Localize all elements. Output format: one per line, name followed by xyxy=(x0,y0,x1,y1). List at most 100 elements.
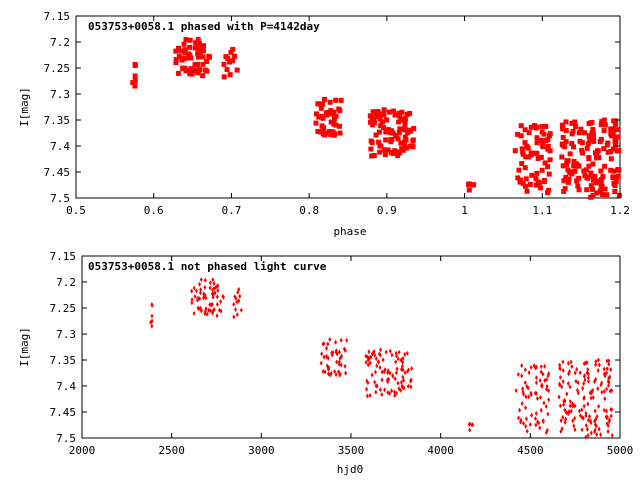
phased-data-point xyxy=(380,111,386,117)
unphased-data-point xyxy=(523,380,527,386)
phased-data-point xyxy=(188,55,194,61)
unphased-data-point xyxy=(325,345,329,351)
unphased-data-point xyxy=(565,391,569,397)
phased-data-point xyxy=(571,144,577,150)
unphased-data-point xyxy=(586,401,590,407)
phased-data-point xyxy=(385,147,391,153)
phased-data-point xyxy=(390,150,396,156)
phased-data-point xyxy=(379,119,385,125)
unphased-data-point xyxy=(367,349,371,355)
unphased-data-point xyxy=(211,310,215,316)
phased-data-point xyxy=(534,140,540,146)
phased-data-point xyxy=(336,106,342,112)
phased-x-tick-label: 0.9 xyxy=(377,204,397,217)
unphased-data-point xyxy=(521,386,525,392)
phased-data-point xyxy=(399,109,405,115)
phased-data-point xyxy=(519,146,525,152)
phased-y-tick-label: 7.3 xyxy=(50,88,70,101)
phased-data-point xyxy=(227,59,233,65)
unphased-x-tick-label: 4000 xyxy=(427,444,454,457)
phased-data-point xyxy=(563,119,569,125)
unphased-data-point xyxy=(364,359,368,365)
unphased-data-point xyxy=(602,366,606,372)
phased-data-point xyxy=(590,126,596,132)
unphased-data-point xyxy=(610,407,614,413)
unphased-data-point xyxy=(603,373,607,379)
phased-data-point xyxy=(408,127,414,133)
unphased-data-point xyxy=(366,362,370,368)
unphased-data-point xyxy=(518,407,522,413)
unphased-data-point xyxy=(534,422,538,428)
unphased-data-point xyxy=(373,352,377,358)
phased-data-point xyxy=(385,127,391,133)
unphased-data-point xyxy=(596,357,600,363)
phased-data-point xyxy=(590,131,596,137)
phased-data-point xyxy=(516,167,522,173)
unphased-data-point xyxy=(339,337,343,343)
unphased-data-point xyxy=(519,417,523,423)
unphased-data-point xyxy=(399,387,403,393)
phased-data-point xyxy=(227,72,233,78)
phased-data-point xyxy=(323,130,329,136)
unphased-data-point xyxy=(587,378,591,384)
phased-x-tick-label: 0.6 xyxy=(144,204,164,217)
phased-data-point xyxy=(605,140,611,146)
unphased-data-point xyxy=(368,392,372,398)
phased-data-point xyxy=(195,54,201,60)
unphased-data-point xyxy=(534,390,538,396)
unphased-data-point xyxy=(385,377,389,383)
unphased-chart: 2000 2500 3000 3500 4000 4500 5000 7.15 7.2 7.25 7… xyxy=(18,250,633,476)
unphased-data-point xyxy=(377,351,381,357)
phased-data-point xyxy=(605,149,611,155)
unphased-data-point xyxy=(374,383,378,389)
unphased-data-point xyxy=(594,359,598,365)
unphased-y-tick-label: 7.45 xyxy=(50,406,77,419)
phased-data-point xyxy=(392,112,398,118)
unphased-data-point xyxy=(150,323,154,329)
unphased-y-tick-label: 7.25 xyxy=(50,302,77,315)
phased-data-point xyxy=(331,119,337,125)
unphased-data-point xyxy=(583,377,587,383)
unphased-data-point xyxy=(395,390,399,396)
unphased-data-point xyxy=(573,370,577,376)
phased-data-point xyxy=(402,134,408,140)
phased-data-point xyxy=(381,107,387,113)
unphased-data-point xyxy=(600,380,604,386)
unphased-data-point xyxy=(150,313,154,319)
phased-data-point xyxy=(523,154,529,160)
phased-data-point xyxy=(578,126,584,132)
phased-data-point xyxy=(197,66,203,72)
unphased-data-point xyxy=(560,384,564,390)
phased-data-point xyxy=(576,130,582,136)
phased-data-point xyxy=(200,61,206,67)
phased-data-point xyxy=(522,165,528,171)
unphased-data-point xyxy=(380,369,384,375)
phased-data-point xyxy=(609,133,615,139)
unphased-data-point xyxy=(393,393,397,399)
unphased-data-point xyxy=(521,420,525,426)
phased-data-point xyxy=(395,136,401,142)
phased-data-point xyxy=(388,137,394,143)
unphased-data-point xyxy=(546,373,550,379)
unphased-data-point xyxy=(322,341,326,347)
phased-data-point xyxy=(373,111,379,117)
unphased-data-point xyxy=(546,411,550,417)
unphased-data-point xyxy=(583,373,587,379)
phased-data-point xyxy=(221,61,227,67)
unphased-data-point xyxy=(366,357,370,363)
phased-chart: 0.5 0.6 0.7 0.8 0.9 1 1.1 1.2 7.15 7.2 7.25 7.3 7.35… xyxy=(18,10,630,238)
unphased-data-point xyxy=(539,407,543,413)
unphased-data-point xyxy=(319,360,323,366)
phased-data-point xyxy=(369,140,375,146)
phased-data-point xyxy=(187,68,193,74)
unphased-y-tick-label: 7.5 xyxy=(56,432,76,445)
phased-data-point xyxy=(181,56,187,62)
phased-data-point xyxy=(545,143,551,149)
phased-data-point xyxy=(376,139,382,145)
phased-data-point xyxy=(318,105,324,111)
phased-data-point xyxy=(535,156,541,162)
unphased-data-point xyxy=(582,403,586,409)
phased-data-point xyxy=(576,163,582,169)
unphased-data-point xyxy=(208,308,212,314)
unphased-data-point xyxy=(586,366,590,372)
